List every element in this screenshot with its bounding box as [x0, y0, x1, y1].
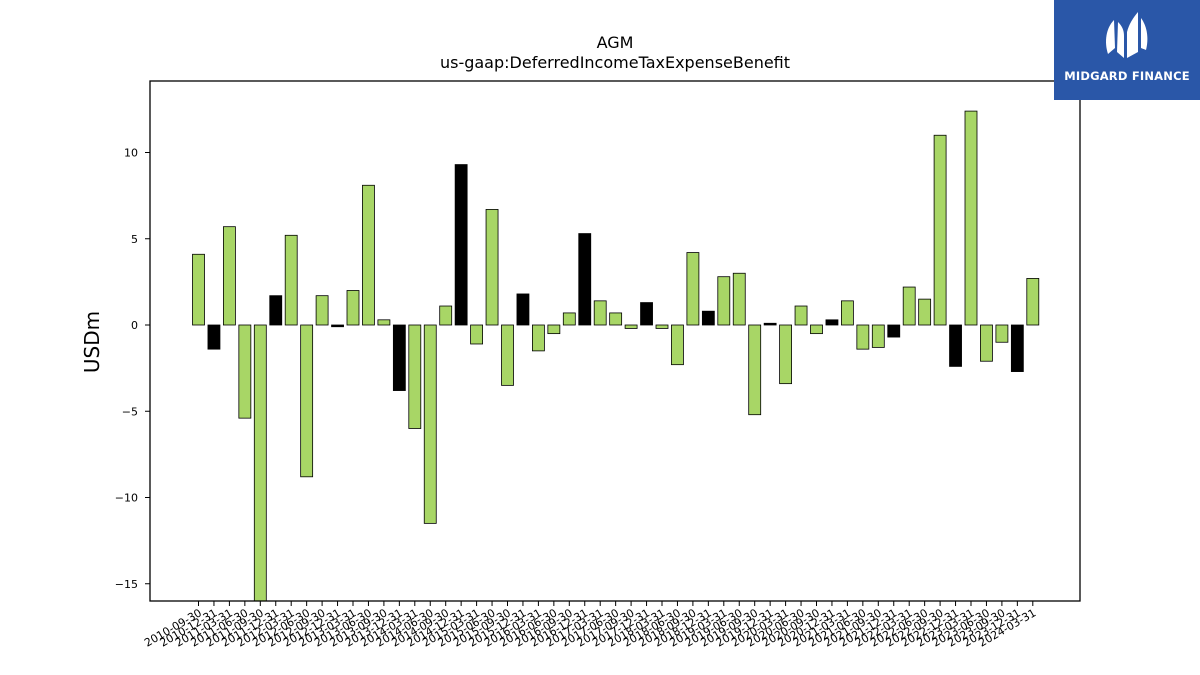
bar-2013-06-30 [362, 184, 375, 326]
y-axis-label: USDm [80, 311, 104, 373]
bar-2017-06-30 [609, 312, 623, 326]
bar-2019-12-31 [763, 322, 777, 326]
bar-2015-09-30 [501, 324, 514, 386]
bar-2013-09-30 [377, 319, 391, 326]
bar-2022-03-31 [902, 286, 916, 326]
bar-2022-09-30 [933, 134, 947, 326]
bar-2012-03-31 [284, 234, 298, 326]
bar-2018-09-30 [686, 252, 700, 326]
bar-2023-03-31 [964, 110, 978, 326]
y-tick-label: −5 [122, 405, 138, 418]
brand-name: MIDGARD FINANCE [1064, 69, 1190, 83]
bar-2019-03-31 [717, 276, 731, 326]
plot-frame [149, 80, 1081, 602]
bar-2011-03-31 [222, 226, 236, 326]
bar-2023-06-30 [980, 324, 993, 362]
chart-subtitle: us-gaap:DeferredIncomeTaxExpenseBenefit [440, 53, 790, 72]
bar-2019-09-30 [748, 324, 762, 416]
bar-2016-12-31 [578, 233, 592, 326]
bar-2015-06-30 [485, 209, 499, 326]
bar-2011-12-31 [269, 295, 283, 326]
bar-2021-03-31 [841, 300, 854, 326]
bar-2016-06-30 [547, 324, 561, 335]
y-tick-label: 5 [131, 233, 138, 246]
bar-2010-09-30 [192, 253, 205, 326]
bar-2015-03-31 [470, 324, 484, 345]
y-tick-label: −10 [115, 492, 138, 505]
y-axis: −15 −10 −5 0 5 10 [115, 147, 150, 591]
bar-2014-06-30 [423, 324, 437, 524]
bar-2016-09-30 [562, 312, 576, 326]
bar-2024-03-31 [1026, 278, 1040, 326]
bar-2014-09-30 [439, 305, 453, 326]
bar-2015-12-31 [516, 293, 530, 326]
bar-2016-03-31 [532, 324, 545, 352]
bar-2017-03-31 [593, 300, 607, 326]
bar-2014-03-31 [408, 324, 422, 429]
bar-2011-06-30 [238, 324, 252, 419]
bar-2018-06-30 [671, 324, 684, 366]
bar-2013-03-31 [346, 290, 360, 326]
bar-2021-09-30 [871, 324, 885, 348]
bar-2017-12-31 [640, 302, 653, 326]
bar-2018-03-31 [655, 324, 669, 329]
x-axis: 2010-09-302010-12-312011-03-312011-06-30… [142, 601, 1038, 650]
bar-2021-12-31 [887, 324, 901, 338]
bar-2012-09-30 [315, 295, 329, 326]
bar-2014-12-31 [454, 164, 468, 326]
bar-2012-06-30 [300, 324, 314, 478]
bar-2010-12-31 [207, 324, 221, 350]
y-tick-label: 0 [131, 319, 138, 332]
bar-2022-12-31 [949, 324, 962, 367]
bar-2012-12-31 [331, 324, 344, 328]
y-tick-label: −15 [115, 578, 138, 591]
y-tick-label: 10 [124, 147, 138, 160]
bar-2023-12-31 [1010, 324, 1024, 372]
midgard-logo-icon [1106, 12, 1148, 58]
bar-2020-12-31 [825, 319, 839, 326]
bar-2019-06-30 [732, 272, 746, 326]
bar-2011-09-30 [253, 324, 267, 602]
bar-2013-12-31 [392, 324, 406, 391]
bar-2020-06-30 [794, 305, 808, 326]
brand-logo: MIDGARD FINANCE [1054, 0, 1200, 100]
bar-2023-09-30 [995, 324, 1009, 343]
chart-title: AGM [597, 33, 634, 52]
bar-2020-09-30 [810, 324, 823, 335]
bar-2017-09-30 [624, 324, 638, 329]
bar-2022-06-30 [918, 298, 932, 326]
bar-2018-12-31 [701, 310, 715, 326]
bars-group [192, 110, 1040, 602]
bar-2021-06-30 [856, 324, 870, 350]
bar-2020-03-31 [779, 324, 792, 385]
